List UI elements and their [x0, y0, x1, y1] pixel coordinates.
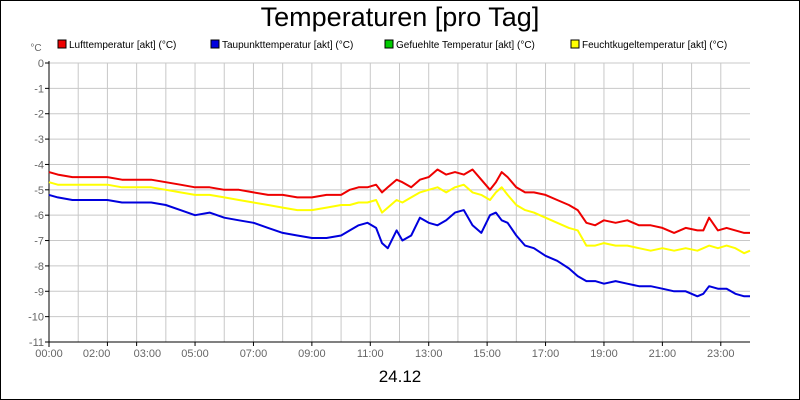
y-tick-label: 0	[38, 58, 44, 70]
y-tick-label: -11	[29, 337, 44, 349]
series-line-3	[48, 181, 751, 255]
x-tick-label: 23:00	[707, 348, 735, 360]
x-tick-label: 03:00	[134, 348, 162, 360]
x-axis-date-label: 24.12	[378, 367, 422, 386]
x-tick-label: 13:00	[415, 348, 443, 360]
legend-swatch-1	[210, 39, 220, 49]
x-tick-label: 21:00	[649, 348, 677, 360]
chart-title: Temperaturen [pro Tag]	[260, 2, 540, 32]
legend-label-1: Taupunkttemperatur [akt] (°C)	[222, 40, 353, 51]
legend-label-0: Lufttemperatur [akt] (°C)	[69, 40, 176, 51]
y-tick-label: -6	[34, 210, 44, 222]
x-tick-label: 11:00	[357, 348, 384, 360]
y-tick-label: -9	[34, 286, 44, 298]
legend-label-2: Gefuehlte Temperatur [akt] (°C)	[396, 40, 535, 51]
x-tick-label: 05:00	[181, 348, 209, 360]
legend-label-3: Feuchtkugeltemperatur [akt] (°C)	[582, 40, 727, 51]
y-tick-label: -1	[34, 83, 44, 95]
x-tick-label: 00:00	[35, 348, 63, 360]
y-tick-label: -3	[34, 134, 44, 146]
x-tick-label: 02:00	[83, 348, 111, 360]
grid	[49, 62, 750, 343]
series-line-1	[48, 193, 750, 298]
y-tick-label: -8	[34, 261, 44, 273]
x-tick-label: 07:00	[240, 348, 268, 360]
y-tick-label: -10	[28, 312, 44, 324]
y-tick-label: -5	[34, 185, 44, 197]
x-tick-label: 09:00	[298, 348, 326, 360]
x-tick-label: 15:00	[473, 348, 501, 360]
legend-swatch-2	[384, 39, 394, 49]
x-tick-label: 19:00	[590, 348, 618, 360]
y-tick-label: -2	[34, 109, 44, 121]
y-tick-label: -7	[34, 236, 44, 248]
legend: Lufttemperatur [akt] (°C) Taupunkttempera…	[57, 39, 727, 51]
x-tick-label: 17:00	[532, 348, 560, 360]
y-axis-unit: °C	[30, 43, 41, 54]
y-tick-label: -4	[34, 159, 44, 171]
series-lines	[48, 168, 751, 298]
legend-swatch-3	[570, 39, 580, 49]
legend-swatch-0	[57, 39, 67, 49]
series-line-0	[48, 168, 750, 234]
